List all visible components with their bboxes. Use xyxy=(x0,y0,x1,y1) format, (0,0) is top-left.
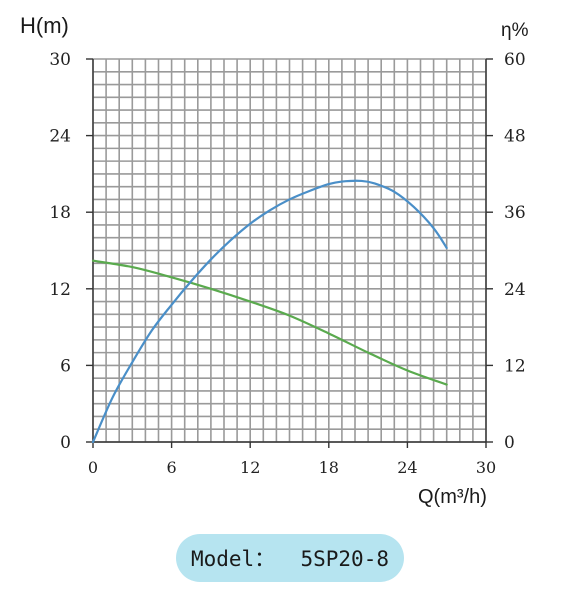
model-label: Model： 5SP20-8 xyxy=(190,547,389,571)
left-tick-label: 30 xyxy=(49,50,71,70)
x-tick-label: 0 xyxy=(88,458,98,477)
left-axis-label: H(m) xyxy=(20,13,69,38)
x-tick-label: 18 xyxy=(319,458,339,477)
x-tick-label: 12 xyxy=(240,458,260,477)
x-tick-label: 24 xyxy=(397,458,417,477)
left-tick-label: 18 xyxy=(49,203,71,223)
left-tick-label: 24 xyxy=(49,127,71,147)
x-tick-label: 6 xyxy=(167,458,177,477)
x-axis-label: Q(m³/h) xyxy=(418,486,487,508)
left-tick-label: 0 xyxy=(60,433,71,453)
right-tick-label: 60 xyxy=(504,50,526,70)
x-tick-label: 30 xyxy=(476,458,496,477)
chart-grid xyxy=(92,58,487,443)
curve-layer xyxy=(91,179,448,444)
tick-labels: 0 6 12 18 24 30 0 12 24 36 48 60 0 6 12 18 24 30 xyxy=(49,50,525,477)
right-axis-label: η% xyxy=(501,20,529,41)
left-tick-label: 12 xyxy=(49,280,71,300)
right-tick-label: 0 xyxy=(504,433,515,453)
model-badge: Model： 5SP20-8 xyxy=(176,534,404,582)
efficiency-curve xyxy=(91,179,448,444)
left-tick-label: 6 xyxy=(60,356,71,376)
right-tick-label: 48 xyxy=(504,127,526,147)
right-tick-label: 24 xyxy=(504,280,526,300)
right-tick-label: 12 xyxy=(504,356,526,376)
right-tick-label: 36 xyxy=(504,203,526,223)
head-curve xyxy=(91,259,448,386)
